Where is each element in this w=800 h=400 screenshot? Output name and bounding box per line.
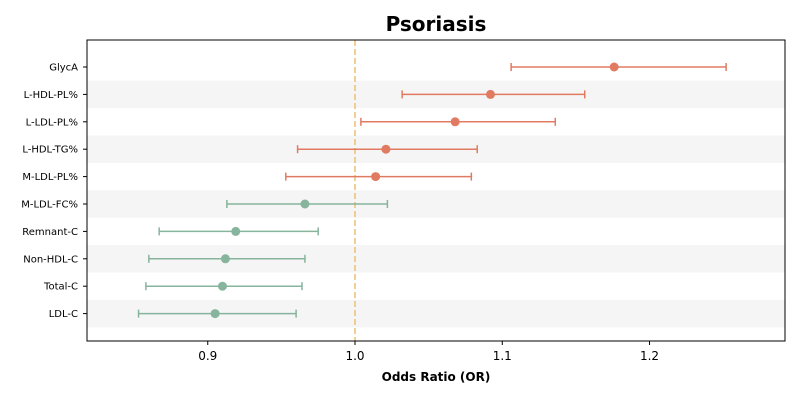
chart-title: Psoriasis — [386, 12, 487, 36]
x-tick-label: 0.9 — [198, 349, 217, 363]
row-band — [87, 190, 785, 218]
row-mark — [226, 199, 389, 209]
x-axis: 0.9 1.0 1.1 1.2 — [198, 341, 659, 363]
or-point — [371, 172, 381, 182]
row-mark — [158, 226, 319, 236]
y-tick-label: GlycA — [49, 63, 78, 74]
or-point — [300, 199, 310, 209]
y-tick-label: L-HDL-PL% — [24, 90, 78, 101]
y-tick-label: LDL-C — [49, 309, 78, 320]
row-mark — [137, 309, 297, 319]
y-tick-label: Remnant-C — [22, 227, 78, 238]
or-point — [217, 281, 227, 291]
row-mark — [360, 117, 557, 127]
y-tick-label: L-LDL-PL% — [26, 117, 78, 128]
row-mark — [148, 254, 306, 264]
row-mark — [510, 62, 727, 72]
row-mark — [145, 281, 303, 291]
or-point — [450, 117, 460, 127]
plot-frame — [86, 39, 786, 342]
x-tick-label: 1.0 — [345, 349, 364, 363]
or-point — [231, 226, 241, 236]
or-point — [220, 254, 230, 264]
y-tick-label: Non-HDL-C — [23, 254, 78, 265]
or-point — [485, 89, 495, 99]
data-marks — [137, 62, 727, 319]
plot-area — [86, 39, 786, 342]
x-tick-label: 1.1 — [493, 349, 512, 363]
y-tick-label: M-LDL-PL% — [22, 172, 78, 183]
x-axis-label: Odds Ratio (OR) — [382, 370, 491, 384]
or-point — [609, 62, 619, 72]
or-point — [381, 144, 391, 154]
row-bands — [87, 80, 785, 328]
y-tick-label: M-LDL-FC% — [21, 200, 78, 211]
y-axis-labels: GlycA L-HDL-PL% L-LDL-PL% L-HDL-TG% M-LDL-PL… — [21, 63, 87, 320]
y-tick-label: Total-C — [43, 282, 78, 293]
or-point — [210, 309, 220, 319]
x-tick-label: 1.2 — [640, 349, 659, 363]
row-mark — [296, 144, 478, 154]
row-mark — [285, 172, 473, 182]
y-tick-label: L-HDL-TG% — [22, 145, 78, 156]
row-mark — [401, 89, 586, 99]
